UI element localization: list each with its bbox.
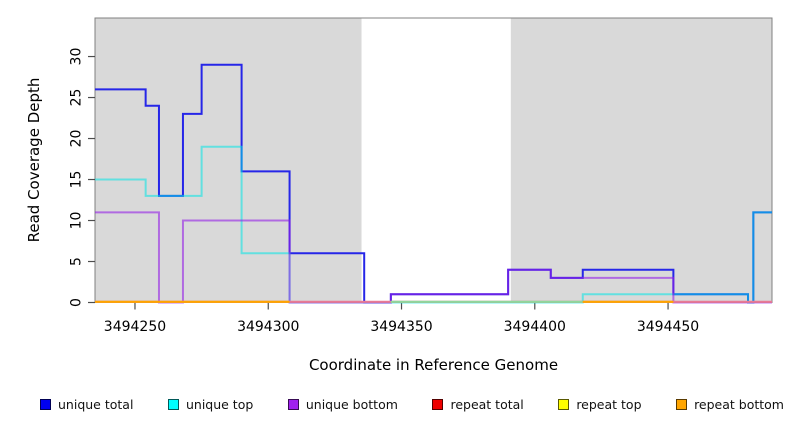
- y-tick-label: 20: [69, 130, 85, 148]
- y-tick-label: 25: [69, 89, 85, 107]
- legend-swatch-unique-total: [40, 399, 51, 410]
- legend-swatch-repeat-top: [558, 399, 570, 410]
- legend-item-repeat-total: repeat total: [432, 397, 524, 412]
- legend-swatch-repeat-bottom: [676, 399, 688, 410]
- legend-label-repeat-top: repeat top: [576, 397, 642, 412]
- legend-item-repeat-bottom: repeat bottom: [676, 397, 784, 412]
- x-tick-label: 3494350: [370, 319, 432, 335]
- legend-item-repeat-top: repeat top: [558, 397, 642, 412]
- y-tick-label: 30: [69, 48, 85, 66]
- legend-label-unique-bottom: unique bottom: [305, 397, 398, 412]
- x-tick-label: 3494250: [104, 319, 166, 335]
- legend-swatch-unique-bottom: [287, 399, 299, 410]
- white-gap-region: [361, 18, 511, 303]
- legend-label-unique-total: unique total: [58, 397, 134, 412]
- x-axis-title: Coordinate in Reference Genome: [308, 356, 559, 374]
- legend-item-unique-top: unique top: [167, 397, 254, 412]
- legend-label-repeat-total: repeat total: [450, 397, 524, 412]
- x-tick-label: 3494300: [237, 319, 299, 335]
- legend-item-unique-total: unique total: [40, 397, 133, 412]
- legend-swatch-unique-top: [167, 399, 179, 410]
- y-tick-label: 15: [69, 171, 85, 189]
- x-tick-label: 3494450: [637, 319, 699, 335]
- legend-label-unique-top: unique top: [185, 397, 254, 412]
- legend-item-unique-bottom: unique bottom: [287, 397, 398, 412]
- chart-canvas: 3494250 3494300 3494350 3494400 3494450 0 5 10 1…: [69, 17, 773, 335]
- y-tick-label: 10: [69, 212, 85, 230]
- y-tick-label: 5: [69, 257, 85, 266]
- y-axis-title: Read Coverage Depth: [25, 77, 43, 243]
- legend-label-repeat-bottom: repeat bottom: [694, 397, 784, 412]
- y-tick-label: 0: [69, 298, 85, 307]
- legend: unique total unique top unique bottom repea…: [40, 397, 784, 412]
- x-tick-label: 3494400: [504, 319, 566, 335]
- legend-swatch-repeat-total: [432, 399, 444, 410]
